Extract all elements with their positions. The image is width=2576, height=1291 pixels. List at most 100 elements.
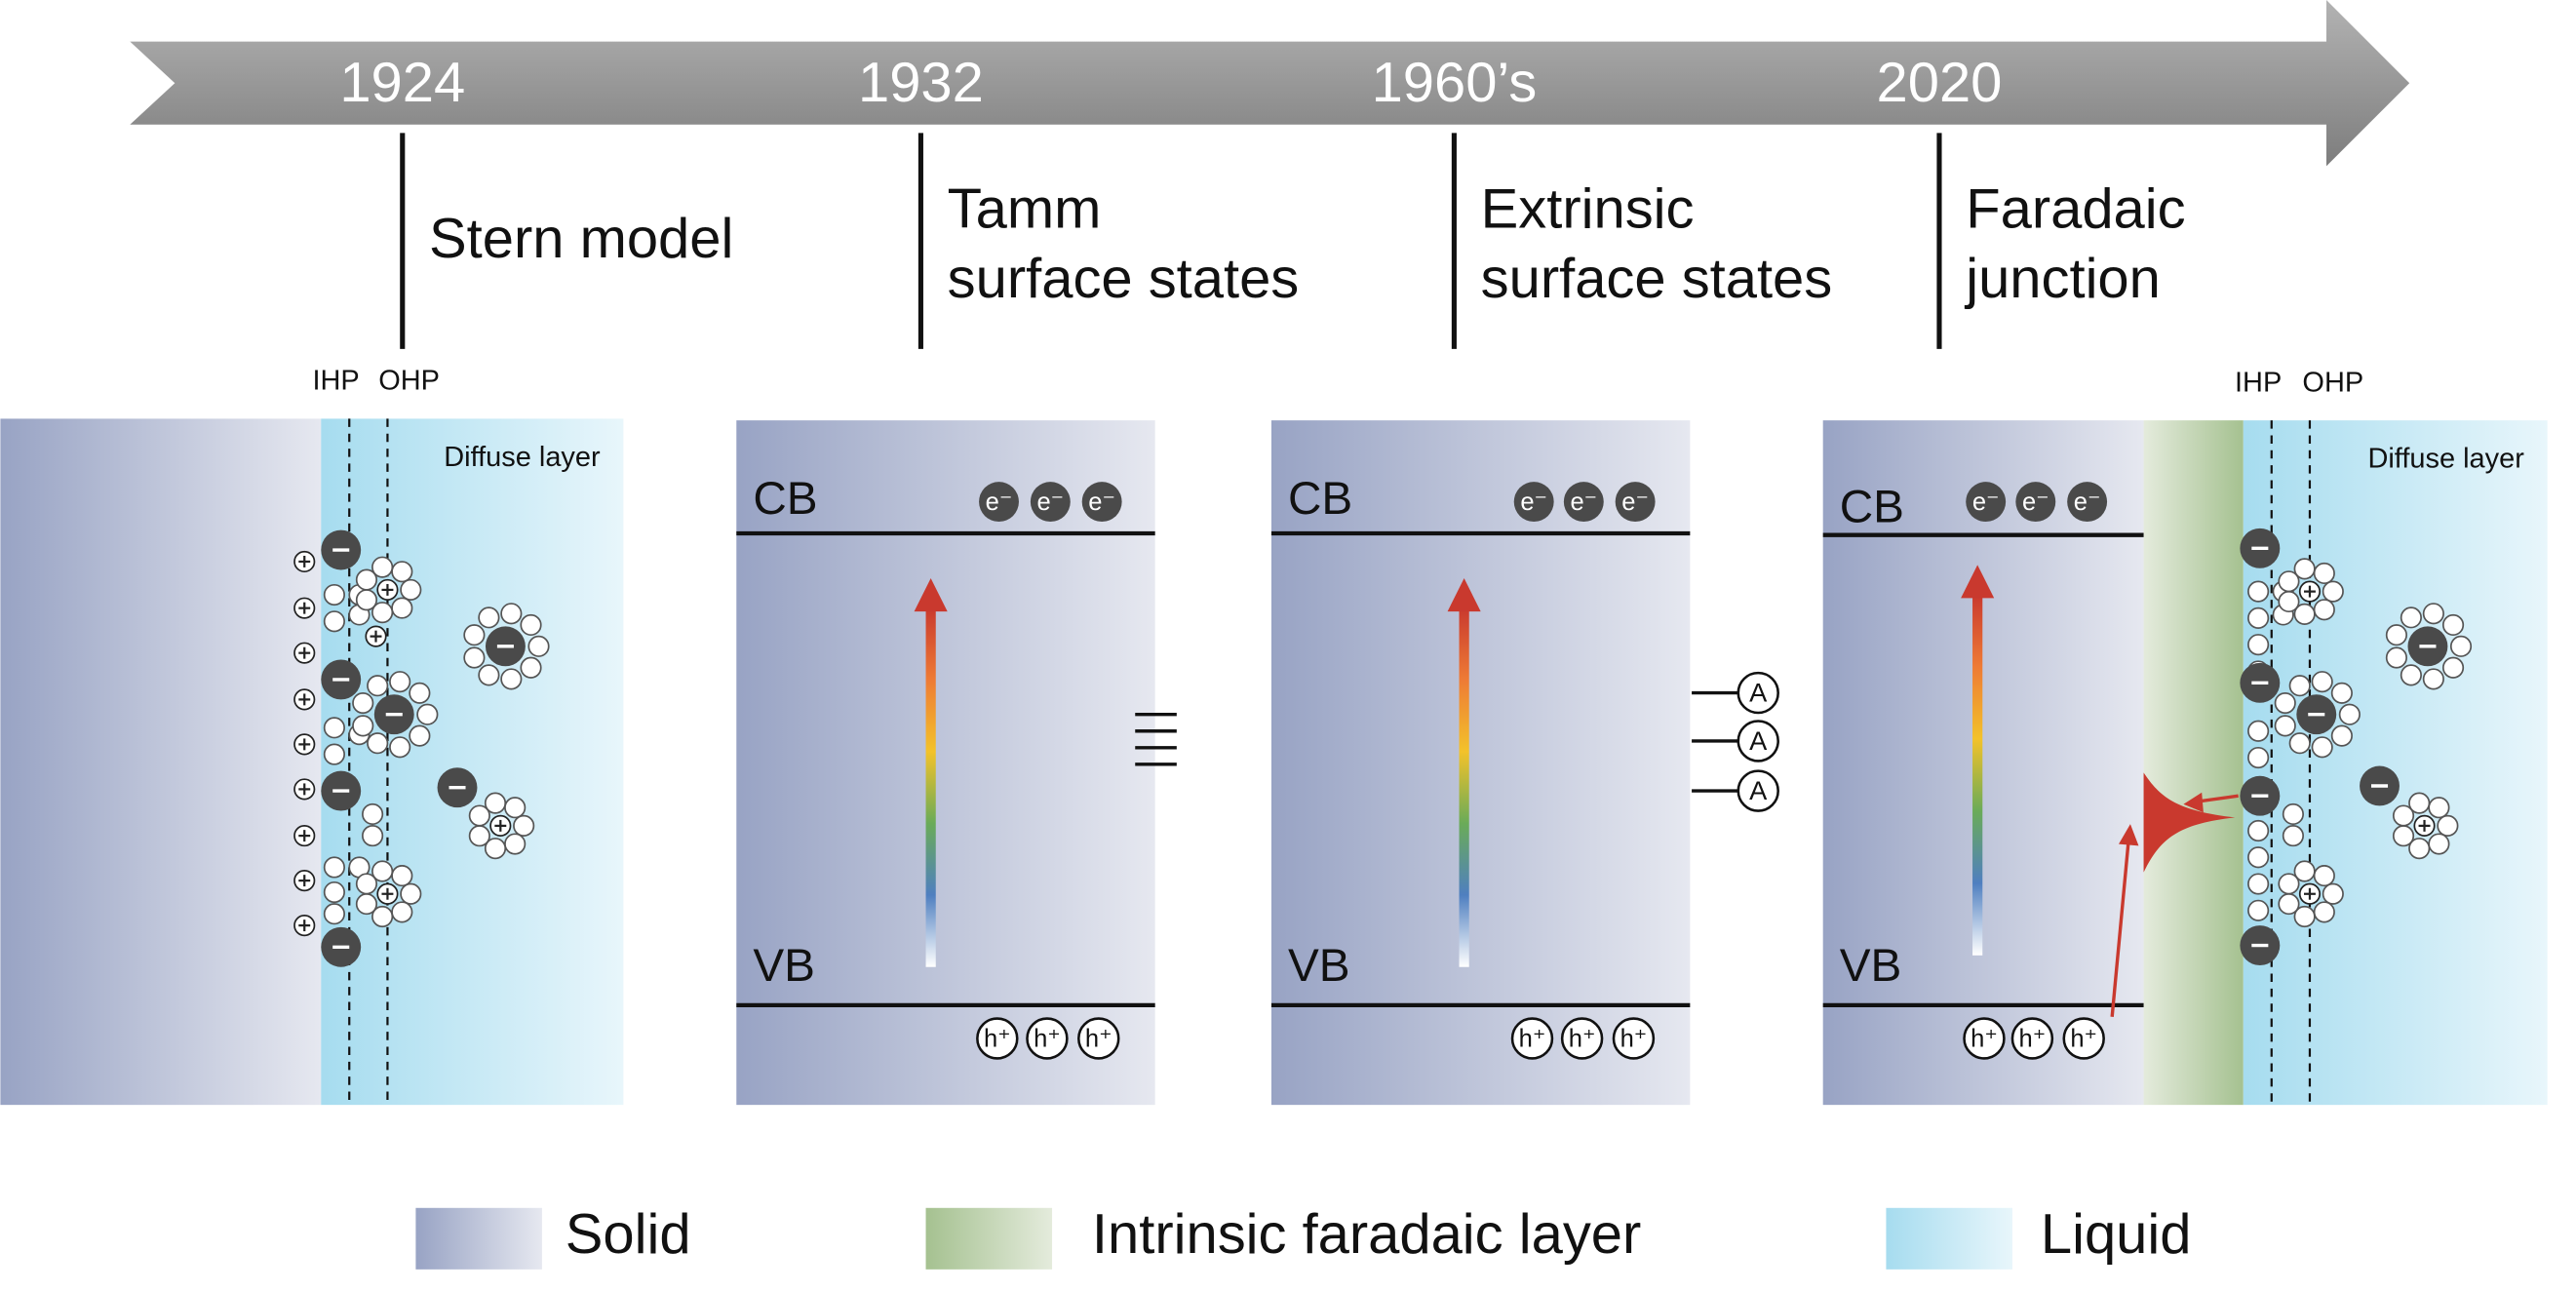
solvent [389, 736, 411, 759]
solvent [416, 703, 439, 725]
diffuse-label: Diffuse layer [444, 442, 601, 473]
legend-label: Liquid [2041, 1203, 2192, 1266]
hole-label: h⁺ [1569, 1025, 1596, 1052]
adsorbate [1737, 720, 1779, 763]
solvent [520, 656, 542, 679]
solvent [371, 556, 394, 578]
hole [976, 1017, 1019, 1060]
solvent [362, 825, 384, 847]
electron-label: e⁻ [1520, 489, 1547, 516]
liquid-region [321, 418, 624, 1106]
vb-label: VB [753, 940, 815, 992]
solvent [2274, 715, 2296, 737]
solvent [2437, 814, 2459, 837]
legend-label: Solid [566, 1203, 691, 1266]
adsorbate [1737, 671, 1779, 715]
excitation-arrow [925, 607, 936, 967]
solvent [323, 717, 345, 739]
solvent [527, 635, 550, 657]
solvent [400, 578, 422, 601]
electron-label: e⁻ [1036, 489, 1064, 516]
solvent [2293, 603, 2316, 625]
solvent [2313, 865, 2335, 887]
solvent [2449, 635, 2473, 657]
hole [1560, 1017, 1604, 1060]
electron [2015, 482, 2056, 523]
solvent [2400, 606, 2422, 629]
solvent [391, 865, 413, 887]
solvent [367, 732, 389, 755]
hole-label: h⁺ [984, 1025, 1011, 1052]
solvent [2293, 860, 2316, 882]
hole [1026, 1017, 1069, 1060]
excitation-arrow [1459, 607, 1469, 967]
hole [1612, 1017, 1656, 1060]
adsorbate-label: A [1749, 677, 1768, 707]
electron-label: e⁻ [1972, 489, 2000, 516]
legend-swatch [415, 1207, 542, 1270]
electron [1615, 482, 1656, 523]
solvent [355, 893, 378, 916]
solvent [2322, 882, 2344, 905]
solvent [478, 664, 500, 686]
solvent [2330, 724, 2353, 747]
solvent [484, 792, 507, 814]
milestone-label: Extrinsic [1481, 177, 1695, 240]
solvent [500, 668, 523, 690]
solvent [2278, 893, 2300, 916]
electron-label: e⁻ [1088, 489, 1115, 516]
solvent [478, 606, 500, 629]
solvent [371, 905, 394, 928]
solvent [409, 682, 431, 704]
solvent [2408, 792, 2431, 814]
ihp-label: IHP [2235, 367, 2282, 398]
solvent [2313, 599, 2335, 621]
solvent [2293, 558, 2316, 580]
arrow-head [914, 577, 948, 612]
arrow-head [2118, 824, 2139, 846]
solvent [2247, 899, 2270, 921]
transfer-arrow [2110, 839, 2130, 1018]
solvent [2385, 624, 2407, 646]
electron [1081, 482, 1122, 523]
electron [979, 482, 1019, 523]
solvent [2247, 746, 2270, 769]
legend-label: Intrinsic faradaic layer [1092, 1203, 1641, 1266]
arrow-head [1447, 577, 1481, 612]
cb-label: CB [1288, 473, 1352, 525]
electron [1513, 482, 1554, 523]
solvent [468, 804, 490, 827]
solvent [2313, 562, 2335, 585]
milestone-label: junction [1964, 248, 2161, 310]
solvent [463, 646, 486, 669]
solvent [2247, 873, 2270, 895]
milestone-label: Stern model [429, 208, 733, 270]
solvent [2392, 825, 2415, 847]
solvent [2441, 613, 2465, 637]
legend-swatch [1886, 1207, 2012, 1270]
solvent [323, 583, 345, 606]
vb-label: VB [1288, 940, 1350, 992]
solvent [2311, 671, 2333, 693]
solvent [2288, 675, 2311, 697]
solvent [323, 743, 345, 765]
solvent [484, 838, 507, 860]
milestone-label: Tamm [948, 177, 1102, 240]
hole [1963, 1017, 2006, 1060]
electron-label: e⁻ [2022, 489, 2049, 516]
solvent [2247, 634, 2270, 656]
milestone-label: Faradaic [1966, 177, 2185, 240]
electron-label: e⁻ [986, 489, 1013, 516]
electron-label: e⁻ [1570, 489, 1597, 516]
solvent [2288, 732, 2311, 755]
solvent [2247, 819, 2270, 842]
hole-label: h⁺ [2019, 1025, 2047, 1052]
solvent [504, 797, 527, 819]
arrow-head [1961, 565, 1995, 599]
solvent [504, 833, 527, 855]
faradaic-region [2143, 420, 2244, 1106]
diffuse-label: Diffuse layer [2367, 444, 2524, 475]
solvent [2293, 905, 2316, 928]
solvent [2422, 668, 2444, 690]
